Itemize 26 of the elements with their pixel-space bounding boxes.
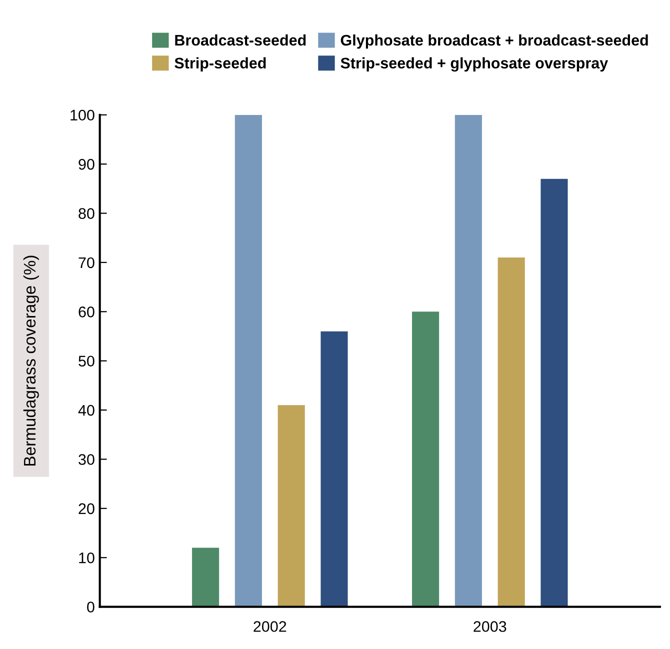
y-tick-label: 70 (78, 257, 94, 268)
y-tick-label: 10 (79, 552, 94, 564)
bar (192, 548, 220, 607)
bar (278, 405, 305, 607)
bar (412, 312, 440, 607)
y-tick-label: 100 (70, 110, 94, 121)
y-tick-label: 80 (78, 208, 94, 219)
y-tick-label: 50 (78, 356, 94, 367)
y-axis-title: Bermudagrass coverage (%) (23, 256, 39, 466)
y-tick-label: 60 (78, 306, 94, 318)
y-tick-label: 40 (78, 404, 94, 416)
bar (234, 114, 262, 607)
bar (498, 258, 525, 607)
legend-label: Strip-seeded + glyphosate overspray (340, 57, 608, 72)
y-tick-label: 30 (78, 454, 94, 465)
y-tick-label: 0 (87, 602, 94, 612)
x-tick-label: 2003 (474, 621, 506, 632)
legend-label: Broadcast-seeded (175, 34, 306, 46)
bar (454, 114, 482, 607)
y-tick-label: 20 (78, 503, 94, 514)
legend-label: Glyphosate broadcast + broadcast-seeded (340, 34, 648, 49)
bar (320, 331, 348, 607)
y-tick-label: 90 (78, 158, 94, 170)
bar (540, 178, 568, 607)
x-tick-label: 2002 (254, 621, 286, 632)
legend-label: Strip-seeded (174, 57, 266, 72)
